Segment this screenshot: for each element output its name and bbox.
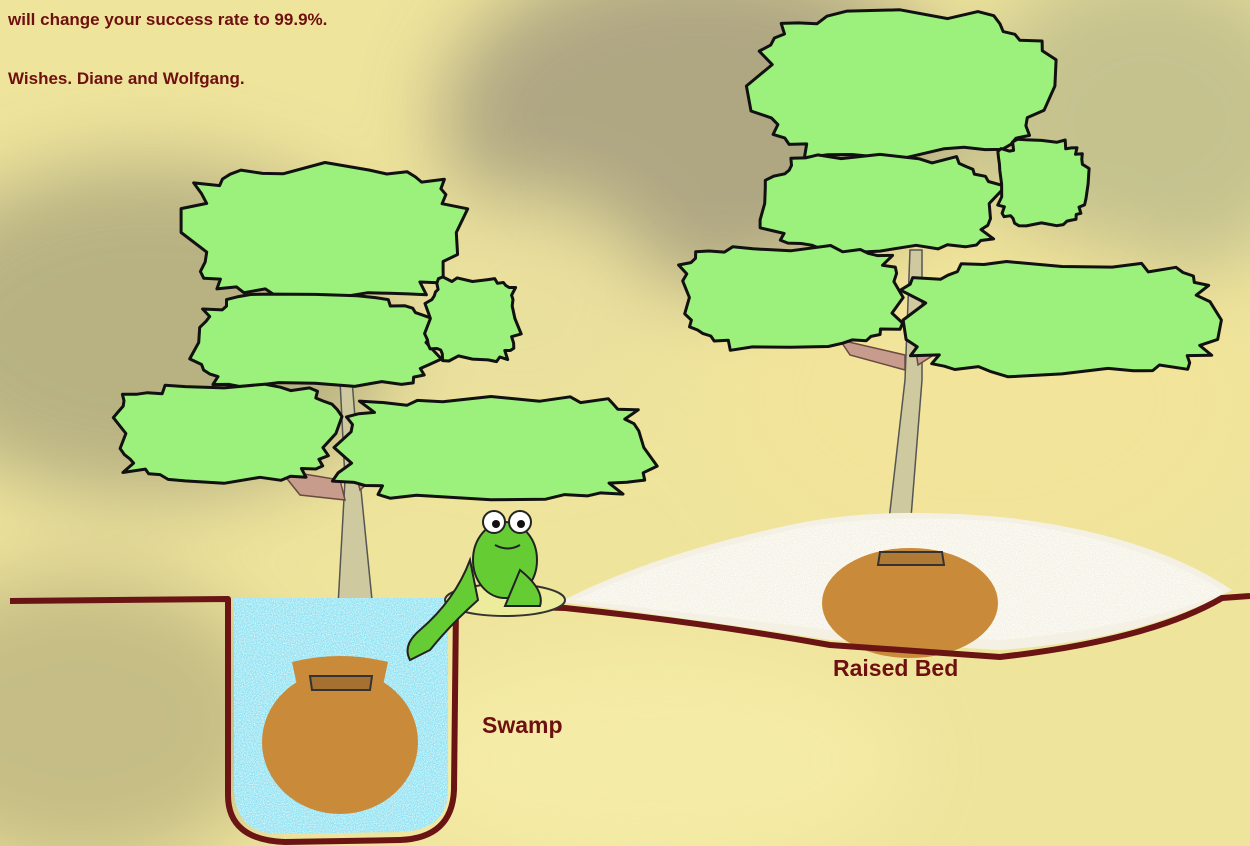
text-line: Wishes. Diane and Wolfgang. xyxy=(8,69,245,88)
foliage xyxy=(332,397,657,500)
foliage xyxy=(425,277,522,362)
foliage xyxy=(760,154,1006,253)
scene: will change your success rate to 99.9%. … xyxy=(0,0,1250,846)
page: will change your success rate to 99.9%. … xyxy=(0,0,1250,846)
foliage xyxy=(900,262,1221,377)
foliage xyxy=(181,163,468,300)
foliage xyxy=(746,10,1056,159)
text-line: will change your success rate to 99.9%. xyxy=(7,10,327,29)
foliage xyxy=(113,384,342,483)
foliage xyxy=(679,246,904,351)
label: Swamp xyxy=(482,712,563,738)
label: Raised Bed xyxy=(833,655,958,681)
foliage xyxy=(998,139,1089,226)
foliage xyxy=(190,294,442,386)
